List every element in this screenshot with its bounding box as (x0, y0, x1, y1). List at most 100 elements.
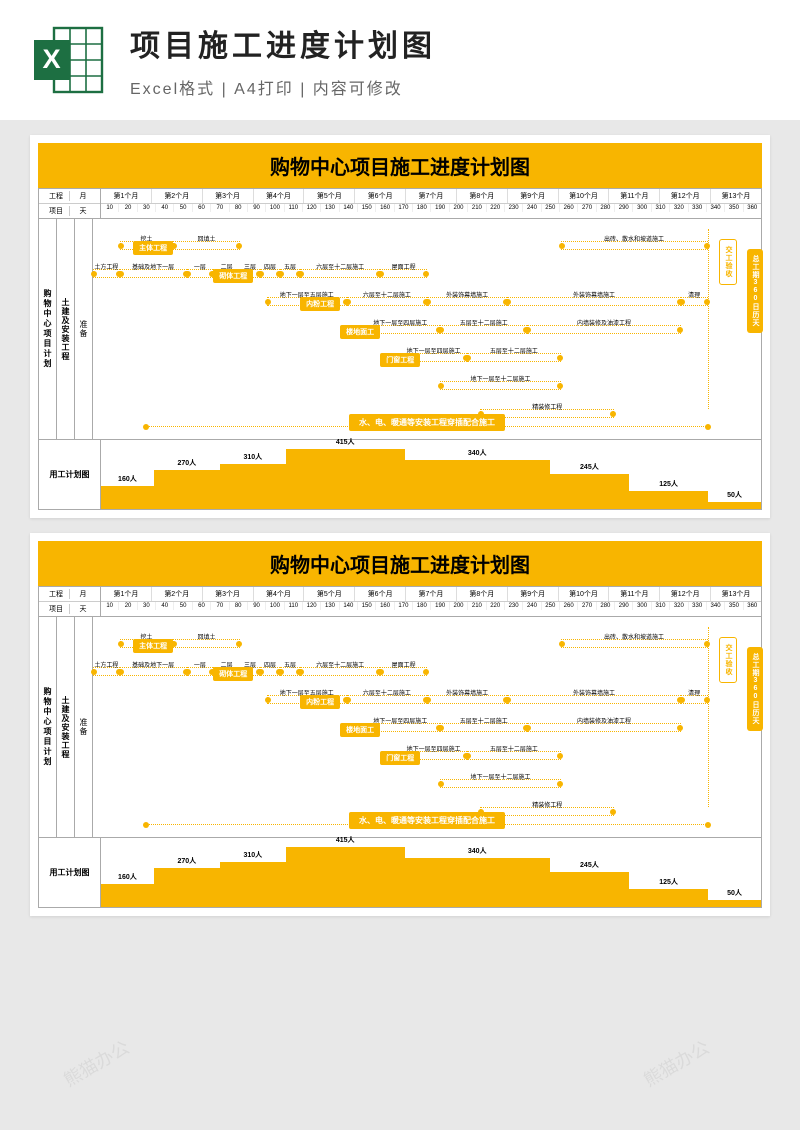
gantt-task: 出砖、散水和坡道施工 (561, 241, 708, 250)
labor-value: 340人 (468, 448, 487, 458)
wm: 熊猫办公 (58, 1034, 133, 1093)
gantt-task: 六层至十二层施工 (347, 297, 427, 306)
task-node (525, 327, 531, 333)
side-label-1: 购物中心项目计划 (39, 219, 57, 439)
labor-value: 125人 (659, 877, 678, 887)
day-header: 340 (707, 602, 725, 610)
hr: 项目天 (39, 204, 100, 218)
day-header: 90 (248, 204, 266, 212)
labor-bar: 415人 (286, 847, 405, 907)
task-label: 出砖、散水和坡道施工 (604, 234, 664, 243)
day-header: 180 (413, 204, 431, 212)
month-header: 第3个月 (203, 587, 254, 601)
task-node (423, 669, 429, 675)
task-node (704, 299, 710, 305)
category-box: 主体工程 (133, 639, 173, 653)
day-header: 130 (321, 204, 339, 212)
day-header: 350 (725, 204, 743, 212)
hr: 工程月 (39, 587, 100, 602)
labor-value: 310人 (243, 452, 262, 462)
day-header: 130 (321, 602, 339, 610)
month-header: 第5个月 (304, 587, 355, 601)
month-header: 第1个月 (101, 189, 152, 203)
task-node (298, 669, 304, 675)
task-label: 六层至十二层施工 (363, 688, 411, 697)
month-header: 第2个月 (152, 587, 203, 601)
day-header: 280 (597, 204, 615, 212)
labor-value: 270人 (177, 458, 196, 468)
day-header: 280 (597, 602, 615, 610)
task-node (525, 725, 531, 731)
hr: 工程月 (39, 189, 100, 204)
task-node (465, 355, 471, 361)
labor-bar: 160人 (101, 884, 154, 907)
task-label: 地下一层至十二层施工 (470, 772, 530, 781)
task-node (438, 725, 444, 731)
day-header: 340 (707, 204, 725, 212)
labor-bar: 245人 (550, 872, 629, 907)
prep-label: 准备 (75, 617, 93, 837)
task-label: 四层 (264, 660, 276, 669)
gantt-task: 外装饰幕墙施工 (427, 695, 507, 704)
day-header: 270 (578, 602, 596, 610)
day-header: 160 (376, 602, 394, 610)
gantt-task: 外装饰幕墙施工 (507, 695, 681, 704)
day-header: 10 (101, 204, 119, 212)
day-header: 210 (468, 204, 486, 212)
gantt-task: 回填土 (173, 241, 240, 250)
day-header: 300 (633, 204, 651, 212)
gantt-task: 一层 (187, 667, 214, 676)
task-node (118, 641, 124, 647)
labor-bar: 415人 (286, 449, 405, 509)
task-node (278, 271, 284, 277)
day-header: 40 (156, 602, 174, 610)
month-header: 第11个月 (609, 189, 660, 203)
task-label: 土方工程 (94, 262, 118, 271)
bottom-bar: 水、电、暖通等安装工程穿插配合施工 (349, 414, 505, 431)
labor-bar: 340人 (405, 460, 550, 509)
day-header: 210 (468, 602, 486, 610)
task-label: 外装饰幕墙施工 (446, 688, 488, 697)
task-label: 屋面工程 (392, 262, 416, 271)
gantt-task: 屋面工程 (380, 269, 427, 278)
task-node (677, 725, 683, 731)
header-subtitle: Excel格式 | A4打印 | 内容可修改 (130, 75, 770, 99)
task-label: 一层 (194, 660, 206, 669)
day-header: 220 (487, 602, 505, 610)
gantt-task: 五层 (280, 269, 300, 278)
task-label: 一层 (194, 262, 206, 271)
task-label: 基础及地下一层 (132, 262, 174, 271)
task-node (705, 424, 711, 430)
day-header: 190 (431, 204, 449, 212)
day-header: 310 (652, 602, 670, 610)
month-header: 第10个月 (559, 189, 610, 203)
day-header: 140 (340, 204, 358, 212)
category-box: 内粉工程 (300, 695, 340, 709)
task-node (118, 243, 124, 249)
task-node (559, 641, 565, 647)
gantt-task: 六层至十二层施工 (347, 695, 427, 704)
task-label: 精装修工程 (532, 800, 562, 809)
vline (708, 229, 709, 409)
task-label: 五层 (284, 262, 296, 271)
task-node (378, 271, 384, 277)
day-header: 260 (560, 204, 578, 212)
day-header: 90 (248, 602, 266, 610)
task-node (559, 243, 565, 249)
labor-bar: 245人 (550, 474, 629, 509)
task-node (438, 781, 444, 787)
header-left: 工程月 项目天 (39, 587, 101, 616)
labor-bar: 310人 (220, 862, 286, 907)
labor-chart: 160人270人310人415人340人245人125人50人 (101, 838, 761, 907)
day-header: 320 (670, 602, 688, 610)
gantt-task: 外装饰幕墙施工 (427, 297, 507, 306)
task-label: 基础及地下一层 (132, 660, 174, 669)
labor-bar: 50人 (708, 900, 761, 907)
gantt-chart-area: 挖土 回填土 出砖、散水和坡道施工 土方工程 基础及地下一层 一层 二层 (93, 617, 761, 837)
day-header: 120 (303, 602, 321, 610)
header-left: 工程月 项目天 (39, 189, 101, 218)
task-node (298, 271, 304, 277)
month-header: 第9个月 (508, 587, 559, 601)
labor-bar: 340人 (405, 858, 550, 907)
gantt-task: 内墙装修及油漆工程 (527, 325, 681, 334)
